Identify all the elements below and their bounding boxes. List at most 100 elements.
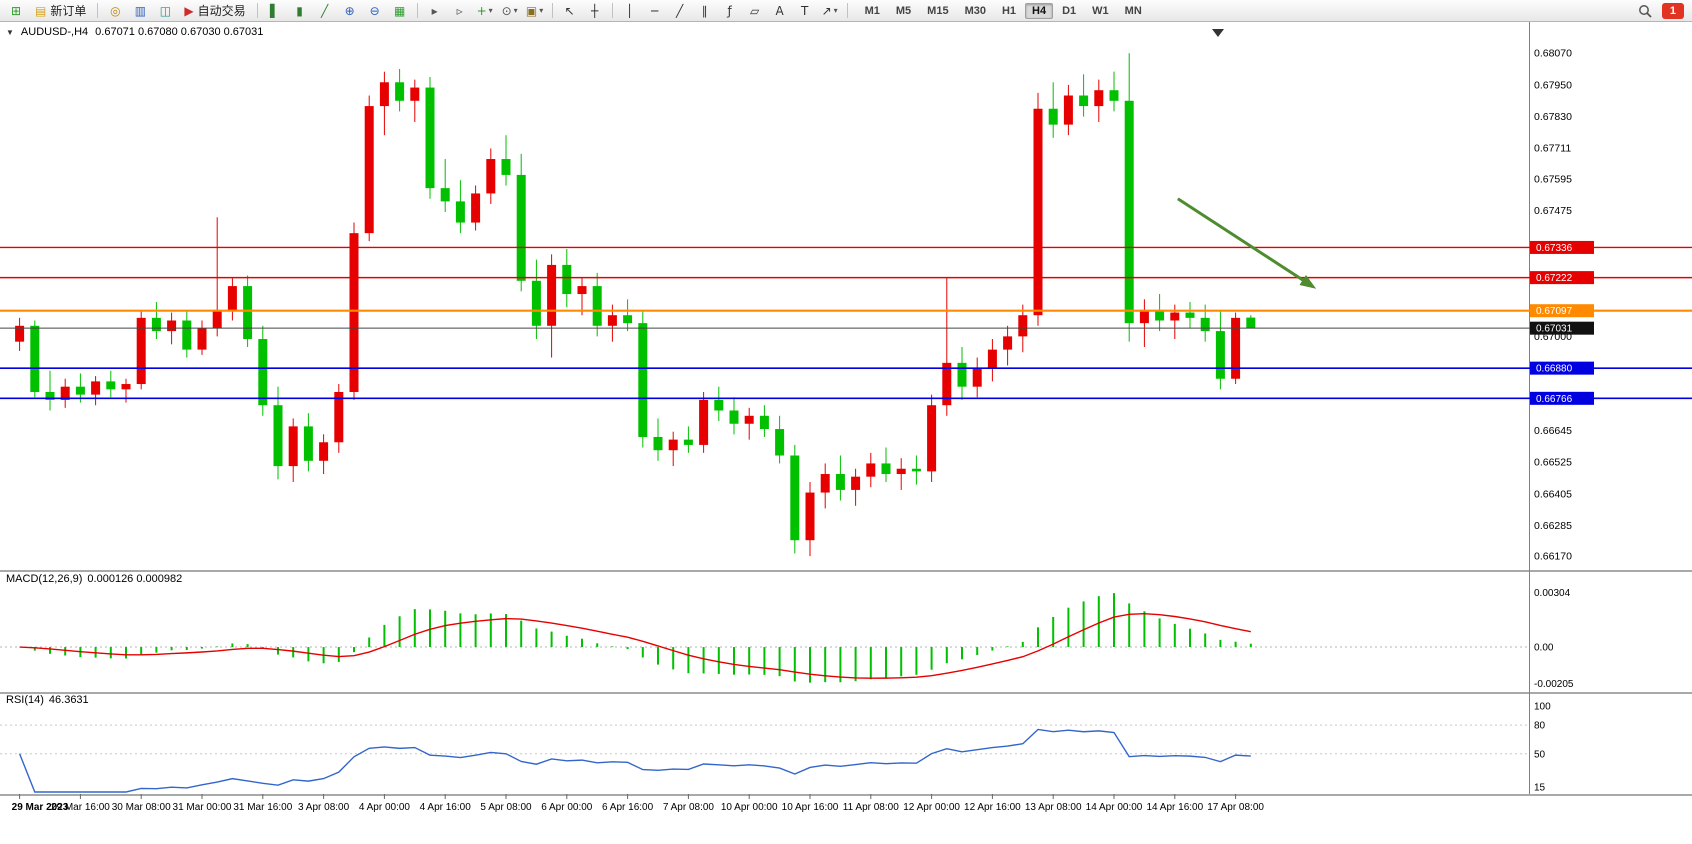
macd-axis-label[interactable]: 0.00 bbox=[1534, 643, 1554, 654]
time-axis-label[interactable]: 6 Apr 16:00 bbox=[602, 802, 654, 813]
text-label-button[interactable]: T bbox=[793, 2, 817, 20]
cursor-button[interactable]: ↖ bbox=[558, 2, 582, 20]
zoom-out-button[interactable]: ⊖ bbox=[363, 2, 387, 20]
zoom-out-icon: ⊖ bbox=[369, 3, 380, 18]
rsi-line[interactable] bbox=[18, 728, 1251, 793]
time-axis-label[interactable]: 29 Mar 16:00 bbox=[51, 802, 110, 813]
timeframe-h4-button[interactable]: H4 bbox=[1025, 2, 1054, 19]
trend-arrow-head[interactable] bbox=[1299, 274, 1317, 289]
time-axis-label[interactable]: 3 Apr 08:00 bbox=[298, 802, 350, 813]
macd-name: MACD(12,26,9) bbox=[6, 573, 83, 585]
time-axis-label[interactable]: 14 Apr 00:00 bbox=[1086, 802, 1143, 813]
time-axis-label[interactable]: 10 Apr 16:00 bbox=[782, 802, 839, 813]
bar-chart-type-icon: ▌ bbox=[269, 3, 280, 18]
zoom-in-button[interactable]: ⊕ bbox=[338, 2, 362, 20]
time-axis-label[interactable]: 11 Apr 08:00 bbox=[843, 802, 899, 813]
rsi-axis-label[interactable]: 50 bbox=[1534, 749, 1546, 760]
timeframe-m30-button[interactable]: M30 bbox=[964, 4, 986, 17]
add-indicator-button[interactable]: + ▾ bbox=[473, 2, 497, 20]
price-tag bbox=[1530, 304, 1594, 318]
time-axis-label[interactable]: 31 Mar 16:00 bbox=[233, 802, 292, 813]
fibonacci-button[interactable]: ƒ bbox=[718, 2, 742, 20]
price-axis-label[interactable]: 0.67711 bbox=[1534, 143, 1571, 155]
periods-button[interactable]: ⊙ ▾ bbox=[498, 2, 522, 20]
timeframe-m5-button[interactable]: M5 bbox=[895, 4, 912, 17]
price-axis-label[interactable]: 0.66645 bbox=[1534, 425, 1572, 437]
time-axis-label[interactable]: 6 Apr 00:00 bbox=[541, 802, 593, 813]
macd-axis-label[interactable]: 0.00304 bbox=[1534, 588, 1571, 599]
trendline-button[interactable]: ╱ bbox=[668, 2, 692, 20]
panel-separator[interactable] bbox=[0, 692, 1692, 694]
price-axis-label[interactable]: 0.68070 bbox=[1534, 48, 1572, 60]
trend-arrow-line[interactable] bbox=[1177, 197, 1309, 285]
tile-windows-button[interactable]: ▦ bbox=[388, 2, 412, 20]
auto-scroll-button[interactable]: ▸ bbox=[423, 2, 447, 20]
macd-signal-line[interactable] bbox=[19, 613, 1251, 679]
time-axis-label[interactable]: 7 Apr 08:00 bbox=[663, 802, 715, 813]
navigator-icon: ◫ bbox=[159, 3, 172, 18]
bar-chart-type-button[interactable]: ▌ bbox=[263, 2, 287, 20]
time-axis-label[interactable]: 4 Apr 00:00 bbox=[359, 802, 411, 813]
time-axis-label[interactable]: 4 Apr 16:00 bbox=[420, 802, 472, 813]
timeframe-group: M1 M5 M15 M30 H1 H4 D1 W1 MN bbox=[858, 2, 1149, 19]
candles-layer[interactable] bbox=[15, 53, 1256, 557]
time-axis-label[interactable]: 29 Mar 2023 bbox=[12, 802, 69, 813]
price-axis-label[interactable]: 0.66170 bbox=[1534, 551, 1572, 563]
rsi-name: RSI(14) bbox=[6, 694, 44, 706]
price-tag bbox=[1530, 391, 1594, 405]
time-axis-label[interactable]: 5 Apr 08:00 bbox=[480, 802, 532, 813]
chart-collapse-icon[interactable]: ▼ bbox=[6, 27, 14, 37]
chart-canvas[interactable]: 0.68070 0.67950 0.67830 0.67711 0.67595 0.674… bbox=[0, 22, 1692, 844]
price-axis-label[interactable]: 0.67595 bbox=[1534, 173, 1572, 185]
time-axis-label[interactable]: 31 Mar 00:00 bbox=[173, 802, 232, 813]
horizontal-line-button[interactable]: ─ bbox=[643, 2, 667, 20]
price-axis-label[interactable]: 0.66405 bbox=[1534, 488, 1572, 500]
macd-axis-label[interactable]: -0.00205 bbox=[1534, 679, 1574, 690]
timeframe-h1-button[interactable]: H1 bbox=[1001, 4, 1017, 17]
price-tag-label: 0.67336 bbox=[1536, 243, 1573, 254]
autotrade-button[interactable]: ▶ 自动交易 bbox=[178, 2, 251, 20]
vertical-line-button[interactable]: │ bbox=[618, 2, 642, 20]
templates-button[interactable]: ▣ ▾ bbox=[523, 2, 547, 20]
fibonacci-icon: ƒ bbox=[727, 3, 732, 18]
price-axis-label[interactable]: 0.67830 bbox=[1534, 111, 1572, 123]
time-axis-label[interactable]: 17 Apr 08:00 bbox=[1207, 802, 1264, 813]
time-axis-label[interactable]: 14 Apr 16:00 bbox=[1146, 802, 1203, 813]
line-chart-type-button[interactable]: ╱ bbox=[313, 2, 337, 20]
price-axis-label[interactable]: 0.67950 bbox=[1534, 79, 1572, 91]
timeframe-m15-button[interactable]: M15 bbox=[927, 4, 949, 17]
chart-shift-button[interactable]: ▹ bbox=[448, 2, 472, 20]
panel-separator[interactable] bbox=[0, 570, 1692, 572]
timeframe-w1-button[interactable]: W1 bbox=[1092, 4, 1109, 17]
time-axis-label[interactable]: 12 Apr 00:00 bbox=[903, 802, 960, 813]
crosshair-button[interactable]: ┼ bbox=[583, 2, 607, 20]
time-axis-label[interactable]: 10 Apr 00:00 bbox=[721, 802, 778, 813]
price-axis-label[interactable]: 0.66525 bbox=[1534, 457, 1572, 469]
new-chart-button[interactable]: ⊞ bbox=[4, 2, 28, 20]
arrows-button[interactable]: ↗ ▾ bbox=[818, 2, 842, 20]
shapes-button[interactable]: ▱ bbox=[743, 2, 767, 20]
rsi-axis-label[interactable]: 80 bbox=[1534, 721, 1546, 732]
time-axis-label[interactable]: 12 Apr 16:00 bbox=[964, 802, 1021, 813]
time-axis-label[interactable]: 13 Apr 08:00 bbox=[1025, 802, 1082, 813]
market-watch-button[interactable]: ▥ bbox=[128, 2, 152, 20]
macd-histogram[interactable] bbox=[20, 593, 1252, 683]
equidistant-channel-button[interactable]: ∥ bbox=[693, 2, 717, 20]
timeframe-d1-button[interactable]: D1 bbox=[1062, 4, 1077, 17]
navigator-button[interactable]: ◫ bbox=[153, 2, 177, 20]
candlestick-type-button[interactable]: ▮ bbox=[288, 2, 312, 20]
rsi-axis-label[interactable]: 100 bbox=[1534, 702, 1551, 713]
timeframe-mn-button[interactable]: MN bbox=[1124, 4, 1142, 17]
price-axis-label[interactable]: 0.67475 bbox=[1534, 205, 1572, 217]
new-order-button[interactable]: ▤ 新订单 bbox=[29, 2, 92, 20]
time-axis-label[interactable]: 30 Mar 08:00 bbox=[112, 802, 171, 813]
mql-wizard-button[interactable]: ◎ bbox=[103, 2, 127, 20]
notification-badge[interactable]: 1 bbox=[1661, 2, 1684, 19]
search-icon[interactable] bbox=[1638, 4, 1652, 18]
rsi-axis-label[interactable]: 15 bbox=[1534, 783, 1546, 794]
timeframe-m1-button[interactable]: M1 bbox=[864, 4, 880, 17]
chart-shift-marker-icon[interactable] bbox=[1212, 29, 1224, 37]
price-axis-label[interactable]: 0.66285 bbox=[1534, 520, 1572, 532]
panel-separator[interactable] bbox=[0, 794, 1692, 796]
text-button[interactable]: A bbox=[768, 2, 792, 20]
